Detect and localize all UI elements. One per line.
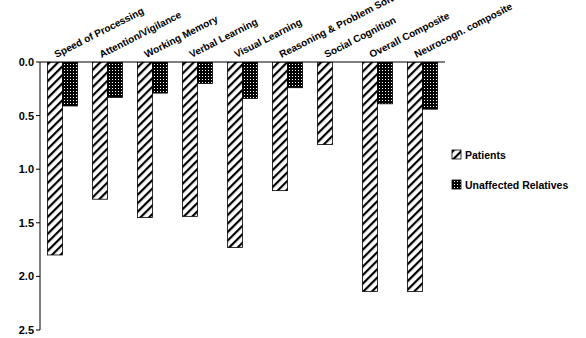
bar (423, 62, 438, 109)
bar (153, 62, 168, 93)
bar (198, 62, 213, 83)
y-tick-label: 0.0 (19, 56, 34, 68)
bar (48, 62, 63, 255)
legend-label: Unaffected Relatives (465, 179, 568, 191)
bar (93, 62, 108, 199)
y-tick-label: 0.5 (19, 110, 34, 122)
y-tick (36, 276, 40, 277)
y-tick (36, 62, 40, 63)
y-tick-label: 2.5 (19, 324, 34, 336)
bars (48, 62, 438, 291)
bar (408, 62, 423, 291)
legend-label: Patients (465, 149, 506, 161)
y-tick-label: 1.0 (19, 163, 34, 175)
y-tick (36, 330, 40, 331)
bar (318, 62, 333, 145)
y-tick-label: 2.0 (19, 270, 34, 282)
legend-swatch (452, 180, 461, 189)
category-label: Working Memory (142, 13, 220, 60)
x-axis-line (40, 62, 445, 63)
chart-svg: 0.00.51.01.52.02.5Speed of ProcessingAtt… (0, 0, 586, 338)
bar (273, 62, 288, 191)
bar (363, 62, 378, 291)
y-axis-line (40, 62, 41, 330)
bar (138, 62, 153, 217)
category-label: Attention/Vigilance (97, 9, 183, 60)
category-label: Social Cognition (322, 14, 397, 60)
bar (108, 62, 123, 97)
bar (243, 62, 258, 98)
legend-swatch (452, 150, 461, 159)
bar (183, 62, 198, 216)
bar (63, 62, 78, 106)
bar (288, 62, 303, 88)
y-tick (36, 222, 40, 223)
category-label: Neurocogn. composite (412, 1, 514, 60)
y-tick (36, 115, 40, 116)
y-tick-label: 1.5 (19, 217, 34, 229)
chart-container: 0.00.51.01.52.02.5Speed of ProcessingAtt… (0, 0, 586, 338)
category-label: Overall Composite (367, 10, 451, 60)
bar (378, 62, 393, 104)
bar (228, 62, 243, 247)
y-tick (36, 169, 40, 170)
